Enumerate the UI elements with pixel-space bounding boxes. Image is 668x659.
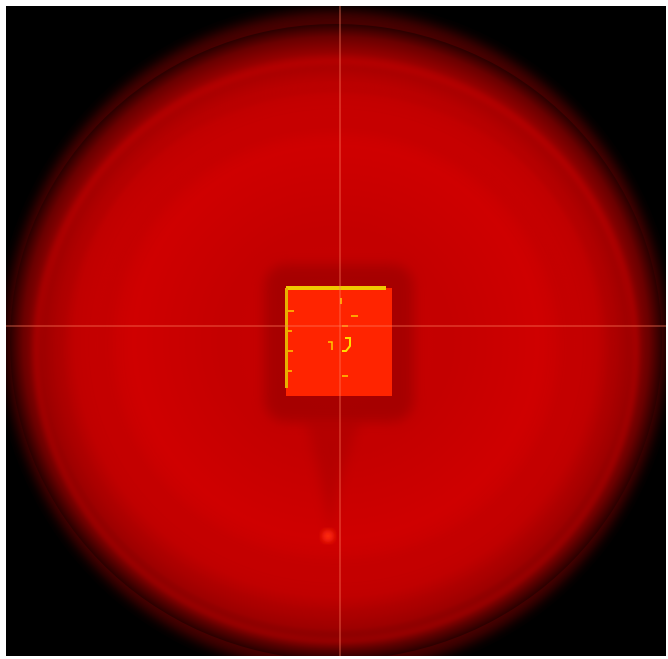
- image-viewport: [6, 6, 666, 656]
- center-mark: [342, 337, 351, 352]
- glow-field-svg: [6, 6, 666, 656]
- square-left-border: [285, 288, 288, 388]
- disk-ring-mid: [58, 86, 614, 616]
- shadow-tail: [306, 421, 361, 536]
- central-square: [286, 288, 392, 396]
- center-mark-small: [328, 341, 333, 350]
- disk-ring-inner: [101, 121, 571, 571]
- bright-spot: [322, 530, 334, 542]
- disk-ring-outer: [33, 58, 639, 644]
- square-top-border: [286, 286, 386, 290]
